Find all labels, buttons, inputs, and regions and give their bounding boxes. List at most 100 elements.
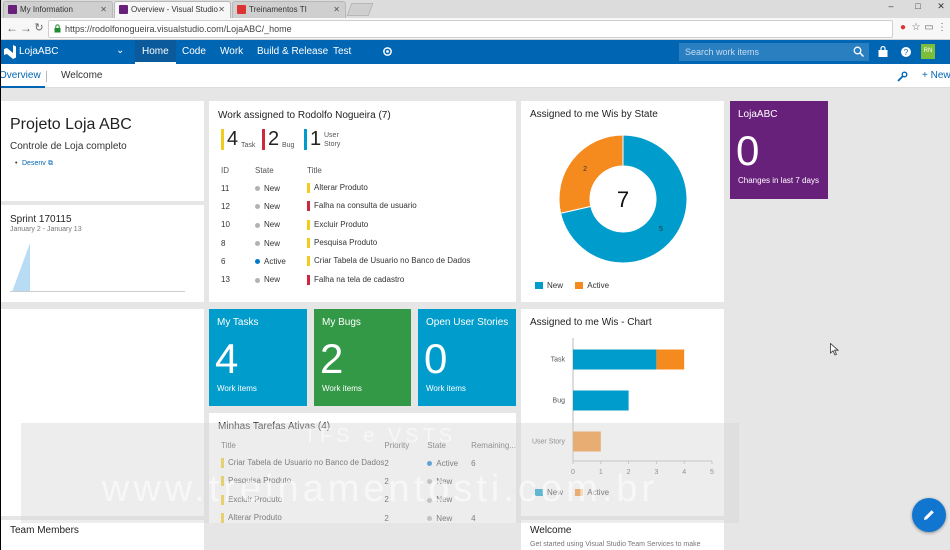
column-header-title[interactable]: Title: [307, 165, 322, 175]
row-title[interactable]: Pesquisa Produto: [221, 472, 384, 490]
lojaabc-code-tile[interactable]: LojaABC 0 Changes in last 7 days: [730, 101, 828, 199]
forward-arrow-icon[interactable]: →: [20, 21, 32, 35]
visual-studio-logo-icon[interactable]: [4, 45, 16, 59]
row-title[interactable]: Pesquisa Produto: [307, 234, 470, 252]
title-label[interactable]: Pesquisa Produto: [228, 476, 292, 486]
extension-icon[interactable]: ●: [899, 22, 907, 33]
minimize-icon[interactable]: –: [888, 1, 894, 11]
nav-test[interactable]: Test: [333, 46, 352, 57]
title-label[interactable]: Falha na consulta de usuario: [314, 201, 417, 211]
reload-icon[interactable]: ↻: [34, 22, 44, 34]
donut-slice-active[interactable]: [558, 134, 624, 214]
legend-label-active[interactable]: Active: [587, 281, 610, 290]
search-box[interactable]: [679, 43, 869, 61]
row-title[interactable]: Falha na tela de cadastro: [307, 270, 470, 288]
new-dashboard-button[interactable]: + New: [922, 70, 950, 81]
browser-tab-treinamentos[interactable]: Treinamentos TI ✕: [232, 1, 346, 18]
marketplace-bag-icon[interactable]: [877, 46, 889, 58]
legend-label-new[interactable]: New: [547, 281, 564, 290]
legend-label-new[interactable]: New: [547, 488, 564, 497]
row-title[interactable]: Criar Tabela de Usuario no Banco de Dado…: [221, 454, 384, 472]
bar-bug-new[interactable]: [573, 390, 629, 411]
title-label[interactable]: Pesquisa Produto: [314, 238, 378, 248]
bar-task-new[interactable]: [573, 349, 657, 370]
menu-dots-icon[interactable]: ⋮: [937, 22, 947, 33]
nav-build-release[interactable]: Build & Release: [257, 46, 329, 57]
table-row[interactable]: Pesquisa Produto 2 New: [221, 472, 516, 490]
row-title[interactable]: Falha na consulta de usuario: [307, 197, 470, 215]
bookmark-star-icon[interactable]: ☆: [911, 22, 921, 33]
donut-legend: New Active: [535, 281, 609, 290]
user-avatar[interactable]: RN: [921, 44, 935, 59]
nav-code[interactable]: Code: [182, 46, 206, 57]
maximize-icon[interactable]: □: [915, 1, 921, 11]
title-label[interactable]: Criar Tabela de Usuario no Banco de Dado…: [314, 256, 471, 266]
tab-overview[interactable]: Overview: [1, 64, 45, 88]
gear-icon[interactable]: [382, 46, 393, 57]
table-row[interactable]: 8 New Pesquisa Produto: [221, 234, 470, 252]
table-row[interactable]: 12 New Falha na consulta de usuario: [221, 197, 470, 215]
tab-close-icon[interactable]: ✕: [100, 5, 107, 14]
search-input[interactable]: [685, 46, 835, 58]
search-icon[interactable]: [853, 46, 864, 57]
cast-icon[interactable]: ▭: [924, 22, 934, 33]
bar-task-active[interactable]: [656, 349, 685, 370]
tab-close-icon[interactable]: ✕: [333, 5, 340, 14]
my-tasks-tile[interactable]: My Tasks 4 Work items: [209, 309, 307, 406]
browser-tab-overview[interactable]: Overview - Visual Studio ✕: [114, 1, 231, 18]
project-selector[interactable]: LojaABC: [19, 46, 59, 57]
type-color-bar: [307, 183, 310, 194]
table-row[interactable]: Alterar Produto 2 New 4: [221, 509, 516, 527]
table-row[interactable]: Criar Tabela de Usuario no Banco de Dado…: [221, 454, 516, 472]
row-title[interactable]: Criar Tabela de Usuario no Banco de Dado…: [307, 252, 470, 270]
row-title[interactable]: Alterar Produto: [307, 179, 470, 197]
legend-label-active[interactable]: Active: [587, 488, 610, 497]
repo-link[interactable]: Desenv: [22, 160, 46, 167]
table-row[interactable]: 6 Active Criar Tabela de Usuario no Banco …: [221, 252, 470, 270]
table-row[interactable]: Excluir Produto 2 New: [221, 491, 516, 509]
donut-slice-new[interactable]: [560, 134, 688, 264]
open-user-stories-tile[interactable]: Open User Stories 0 Work items: [418, 309, 516, 406]
state-dot: [427, 515, 433, 521]
chevron-down-icon[interactable]: ⌄: [116, 45, 125, 56]
column-header-priority[interactable]: Priority: [384, 440, 410, 450]
browser-tab-my-information[interactable]: My Information ✕: [3, 1, 113, 18]
wrench-icon[interactable]: [897, 71, 908, 82]
title-label[interactable]: Alterar Produto: [314, 183, 368, 193]
my-bugs-tile[interactable]: My Bugs 2 Work items: [314, 309, 411, 406]
title-label[interactable]: Criar Tabela de Usuario no Banco de Dado…: [228, 458, 385, 468]
edit-dashboard-button[interactable]: [912, 498, 946, 532]
count-value[interactable]: 1: [310, 128, 322, 150]
column-header-state[interactable]: State: [255, 165, 274, 175]
tab-welcome[interactable]: Welcome: [61, 70, 103, 81]
new-tab-button[interactable]: [346, 3, 374, 16]
column-header-id[interactable]: ID: [221, 165, 229, 175]
count-value[interactable]: 4: [227, 128, 239, 150]
help-icon[interactable]: ?: [900, 46, 912, 58]
tile-count: 2: [320, 335, 344, 382]
table-row[interactable]: 11 New Alterar Produto: [221, 179, 470, 197]
bar-user-story-active[interactable]: [573, 431, 601, 452]
title-label[interactable]: Falha na tela de cadastro: [314, 274, 405, 284]
title-label[interactable]: Excluir Produto: [314, 219, 369, 229]
address-bar[interactable]: https://rodolfonogueira.visualstudio.com…: [48, 20, 893, 38]
external-link-icon[interactable]: ⧉: [48, 160, 53, 167]
back-arrow-icon[interactable]: ←: [6, 21, 18, 35]
row-title[interactable]: Excluir Produto: [221, 491, 384, 509]
nav-home[interactable]: Home: [135, 40, 176, 64]
row-title[interactable]: Excluir Produto: [307, 216, 470, 234]
close-window-icon[interactable]: ✕: [937, 1, 945, 11]
table-row[interactable]: 13 New Falha na tela de cadastro: [221, 270, 470, 288]
column-header-title[interactable]: Title: [221, 440, 236, 450]
tab-close-icon[interactable]: ✕: [218, 5, 225, 14]
title-label[interactable]: Excluir Produto: [228, 494, 283, 504]
column-header-remaining[interactable]: Remaining...: [471, 440, 516, 450]
count-value[interactable]: 2: [268, 128, 280, 150]
table-row[interactable]: 10 New Excluir Produto: [221, 216, 470, 234]
row-id: 10: [221, 220, 230, 230]
row-title[interactable]: Alterar Produto: [221, 509, 384, 527]
x-tick-label: 0: [571, 469, 575, 476]
title-label[interactable]: Alterar Produto: [228, 513, 282, 523]
nav-work[interactable]: Work: [220, 46, 244, 57]
column-header-state[interactable]: State: [427, 440, 446, 450]
